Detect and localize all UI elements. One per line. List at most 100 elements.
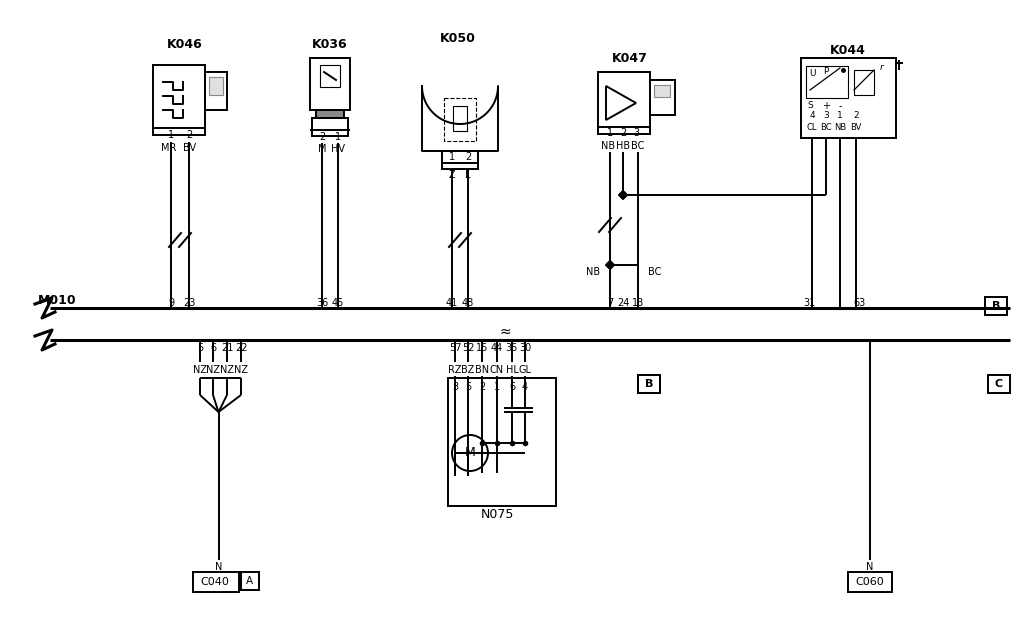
Text: S: S [807,101,813,111]
Text: NB: NB [601,141,615,151]
Text: NZ: NZ [193,365,207,375]
Text: 1: 1 [449,152,455,162]
Text: K046: K046 [167,39,203,51]
Text: ≈: ≈ [499,325,511,339]
Bar [598,72,650,134]
Text: 15: 15 [476,343,488,353]
Text: 2: 2 [186,130,193,140]
Bar [650,80,675,115]
Text: 4: 4 [522,382,528,392]
Bar [806,66,848,98]
Text: 1: 1 [607,128,613,138]
Text: M: M [317,144,327,154]
Bar [153,65,205,135]
Text: 5: 5 [465,382,471,392]
Bar [453,106,467,131]
Text: MR: MR [162,143,177,153]
Text: 52: 52 [462,343,474,353]
Text: B: B [992,301,1000,311]
Text: 6: 6 [210,343,216,353]
Text: NB: NB [834,124,846,132]
Text: 1: 1 [838,111,843,121]
Text: RZ: RZ [449,365,462,375]
Bar [638,375,660,393]
Bar [638,375,660,393]
Text: N: N [866,562,873,572]
Text: K047: K047 [612,51,648,64]
Text: 3: 3 [452,382,458,392]
Text: M: M [465,446,475,459]
Text: 41: 41 [445,298,458,308]
Text: 7: 7 [607,298,613,308]
Bar [985,297,1007,315]
Text: 1: 1 [335,132,341,142]
Text: BZ: BZ [462,365,475,375]
Text: NB: NB [586,267,600,277]
Bar [654,85,670,97]
Bar [848,572,892,592]
Text: 36: 36 [315,298,328,308]
Text: NZ: NZ [220,365,234,375]
Text: 5: 5 [197,343,203,353]
Bar [205,72,227,110]
Text: BV: BV [850,124,861,132]
Text: 44: 44 [490,343,503,353]
Text: BV: BV [183,143,197,153]
Text: 48: 48 [462,298,474,308]
Text: 35: 35 [506,343,518,353]
Bar [319,65,340,87]
Text: 13: 13 [632,298,644,308]
Text: -: - [839,101,842,111]
Text: 63: 63 [853,298,865,308]
Text: BC: BC [820,124,831,132]
Bar [241,572,258,590]
Text: CN: CN [489,365,504,375]
Text: 1: 1 [168,130,174,140]
Bar [193,572,239,592]
Polygon shape [618,191,627,199]
Text: L: L [465,170,471,180]
Text: C040: C040 [200,577,229,587]
Text: 2: 2 [479,382,485,392]
Text: 6: 6 [509,382,515,392]
Polygon shape [606,261,614,269]
Text: HL: HL [506,365,518,375]
Text: 4: 4 [809,111,815,121]
Text: 3: 3 [633,128,639,138]
Text: 3: 3 [823,111,828,121]
Text: M010: M010 [38,294,77,307]
Bar [312,118,348,136]
Text: 2: 2 [620,128,626,138]
Text: BC: BC [632,141,645,151]
Bar [801,58,896,138]
Text: 57: 57 [449,343,461,353]
Text: r: r [880,64,884,72]
Text: K036: K036 [312,39,348,51]
Text: BC: BC [648,267,662,277]
Text: N075: N075 [480,508,514,521]
Text: 2: 2 [465,152,471,162]
Text: 21: 21 [221,343,233,353]
Bar [854,70,874,95]
Text: 30: 30 [519,343,531,353]
Text: HB: HB [616,141,630,151]
Text: 22: 22 [234,343,247,353]
Text: 1: 1 [494,382,500,392]
Text: NZ: NZ [206,365,220,375]
Text: +: + [822,101,830,111]
Bar [209,77,223,95]
Text: P: P [823,66,828,76]
Bar [988,375,1010,393]
Text: 9: 9 [168,298,174,308]
Text: 31: 31 [803,298,815,308]
Text: C060: C060 [856,577,885,587]
Bar [442,151,478,169]
Bar [310,58,350,110]
Text: K050: K050 [440,31,476,44]
Text: 24: 24 [616,298,629,308]
Bar [449,378,556,506]
Text: 45: 45 [332,298,344,308]
Text: U: U [809,69,815,79]
Text: B: B [645,379,653,389]
Text: GL: GL [518,365,531,375]
